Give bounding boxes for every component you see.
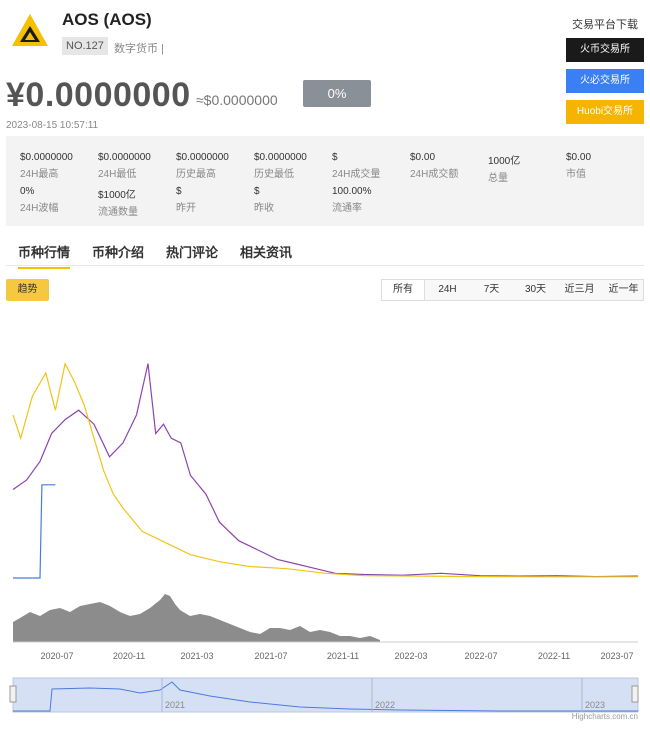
exchange-button-huobi-alt[interactable]: 火必交易所 [566, 69, 644, 93]
chart-credit: Highcharts.com.cn [572, 712, 638, 721]
range-7d[interactable]: 7天 [483, 284, 500, 295]
tab-market[interactable]: 币种行情 [18, 242, 71, 269]
rank-badge: NO.127 [62, 37, 108, 55]
price-usd: ≈$0.0000000 [196, 92, 278, 108]
volume-area [13, 594, 380, 642]
tab-intro[interactable]: 币种介绍 [92, 245, 145, 260]
stat-item: $1000亿 流通数量 [98, 190, 138, 218]
stat-item: $ 昨收 [254, 186, 274, 214]
x-tick-label: 2021-03 [180, 651, 213, 661]
x-tick-label: 2022-03 [394, 651, 427, 661]
x-tick-label: 2023-07 [600, 651, 633, 661]
download-title: 交易平台下载 [572, 19, 638, 31]
navigator-label: 2023 [585, 700, 605, 710]
stat-item: $0.0000000 24H最低 [98, 152, 151, 180]
aos-logo-icon [12, 14, 48, 46]
range-3m[interactable]: 近三月 [564, 284, 595, 295]
x-tick-label: 2020-07 [40, 651, 73, 661]
stat-item: $0.00 市值 [566, 152, 592, 180]
stat-item: 100.00% 流通率 [332, 186, 372, 214]
navigator[interactable]: 2021 2022 2023 [9, 677, 639, 713]
coin-title: AOS (AOS) [62, 10, 152, 29]
navigator-line [13, 681, 638, 712]
series-line-0 [12, 363, 639, 578]
timestamp: 2023-08-15 10:57:11 [6, 120, 99, 131]
navigator-label: 2022 [375, 700, 395, 710]
price-chart[interactable]: 2020-07 2020-11 2021-03 2021-07 2021-11 2022-… [0, 310, 650, 731]
price-cny: ¥0.0000000 [6, 76, 191, 114]
stat-item: $0.0000000 历史最低 [254, 152, 307, 180]
range-1y[interactable]: 近一年 [608, 284, 639, 295]
coin-tag: 数字货币 | [114, 43, 164, 55]
navigator-handle-left[interactable] [9, 685, 17, 703]
series-line-1 [12, 361, 638, 578]
stat-item: $ 昨开 [176, 186, 196, 214]
stat-item: 0% 24H波幅 [20, 186, 59, 214]
stat-item: $0.00 24H成交额 [410, 152, 459, 180]
range-30d[interactable]: 30天 [524, 284, 547, 295]
navigator-handle-right[interactable] [631, 685, 639, 703]
x-tick-label: 2020-11 [113, 651, 145, 661]
stats-panel: $0.0000000 24H最高 $0.0000000 24H最低 $0.00000… [6, 136, 644, 226]
tab-bar: 币种行情 币种介绍 热门评论 相关资讯 [6, 232, 644, 269]
x-tick-label: 2022-11 [538, 651, 570, 661]
stat-item: $0.0000000 历史最高 [176, 152, 229, 180]
x-tick-label: 2021-11 [327, 651, 359, 661]
trend-button[interactable]: 趋势 [6, 279, 49, 301]
exchange-button-huobi-global[interactable]: Huobi交易所 [566, 100, 644, 124]
navigator-label: 2021 [165, 700, 185, 710]
exchange-button-huobi[interactable]: 火币交易所 [566, 38, 644, 62]
range-selector: 所有 24H 7天 30天 近三月 近一年 [381, 279, 644, 301]
tab-news[interactable]: 相关资讯 [240, 245, 293, 260]
series-line-2 [13, 484, 56, 579]
navigator-range[interactable] [12, 677, 639, 713]
range-all[interactable]: 所有 [382, 280, 425, 300]
change-badge: 0% [303, 80, 371, 107]
stat-item: $24H成交量 [332, 152, 381, 180]
tab-comments[interactable]: 热门评论 [166, 245, 219, 260]
stat-item: 1000亿 总量 [488, 156, 521, 184]
x-tick-label: 2021-07 [254, 651, 287, 661]
x-tick-label: 2022-07 [464, 651, 497, 661]
range-24h[interactable]: 24H [438, 284, 457, 295]
volume-bars [13, 594, 380, 642]
stat-item: $0.0000000 24H最高 [20, 152, 73, 180]
